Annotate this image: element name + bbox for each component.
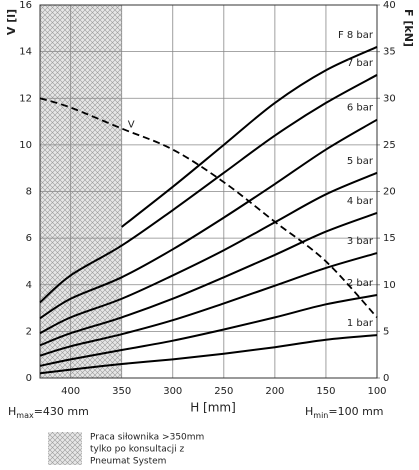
x-tick-label: 350: [112, 386, 131, 397]
series-label: 4 bar: [347, 196, 374, 207]
force-curve: [39, 294, 378, 367]
series-label: 1 bar: [347, 318, 374, 329]
y-axis-label: V [l]: [5, 9, 18, 35]
y-tick-label: 12: [19, 93, 32, 104]
plot-frame: [39, 4, 378, 379]
y2-tick-label: 10: [383, 280, 396, 291]
v-curve: [39, 97, 378, 318]
h-min-base: H: [305, 405, 313, 418]
force-curve: [39, 252, 378, 357]
h-max-sub: max: [16, 411, 34, 420]
y2-tick-label: 30: [383, 93, 396, 104]
x-tick-label: 300: [163, 386, 182, 397]
h-max-rest: =430 mm: [34, 405, 89, 418]
h-min-sub: min: [313, 411, 328, 420]
h-max-label: Hmax=430 mm: [8, 405, 89, 420]
x-tick-label: 100: [367, 386, 386, 397]
x-axis-label: H [mm]: [190, 401, 236, 415]
y-tick-label: 4: [26, 280, 32, 291]
y2-tick-label: 35: [383, 47, 396, 58]
x-tick-label: 400: [61, 386, 80, 397]
force-curve: [39, 74, 378, 304]
y-tick-label: 0: [26, 373, 32, 384]
x-tick-label: 150: [316, 386, 335, 397]
force-curve: [121, 46, 378, 228]
series-label: 7 bar: [347, 58, 374, 69]
y-tick-label: 16: [19, 0, 32, 11]
y2-tick-label: 5: [383, 326, 389, 337]
note-line: tylko po konsultacji z: [90, 445, 185, 455]
y-tick-label: 10: [19, 140, 32, 151]
h-min-rest: =100 mm: [328, 405, 383, 418]
y2-tick-label: 20: [383, 187, 396, 198]
y-tick-label: 6: [26, 233, 32, 244]
y-tick-label: 8: [26, 187, 32, 198]
force-curve: [39, 118, 378, 320]
force-curve: [39, 212, 378, 347]
series-label: 6 bar: [347, 103, 374, 114]
series-label: 3 bar: [347, 236, 374, 247]
y2-tick-label: 0: [383, 373, 389, 384]
h-min-label: Hmin=100 mm: [305, 405, 384, 420]
force-curve: [39, 334, 378, 375]
note-line: Pneumat System: [90, 457, 166, 467]
series-label: F 8 bar: [338, 30, 374, 41]
note-swatch: [48, 432, 82, 465]
force-curve: [39, 171, 378, 335]
y2-tick-label: 40: [383, 0, 396, 11]
y2-axis-label: F [kN]: [402, 9, 415, 47]
y2-tick-label: 25: [383, 140, 396, 151]
y-tick-label: 14: [19, 47, 32, 58]
h-max-base: H: [8, 405, 16, 418]
y2-tick-label: 15: [383, 233, 396, 244]
y-tick-label: 2: [26, 326, 32, 337]
series-label: 5 bar: [347, 156, 374, 167]
x-tick-label: 250: [214, 386, 233, 397]
series-label: 2 bar: [347, 278, 374, 289]
series-label: V: [128, 120, 135, 131]
note-line: Praca siłownika >350mm: [90, 433, 204, 443]
x-tick-label: 200: [265, 386, 284, 397]
